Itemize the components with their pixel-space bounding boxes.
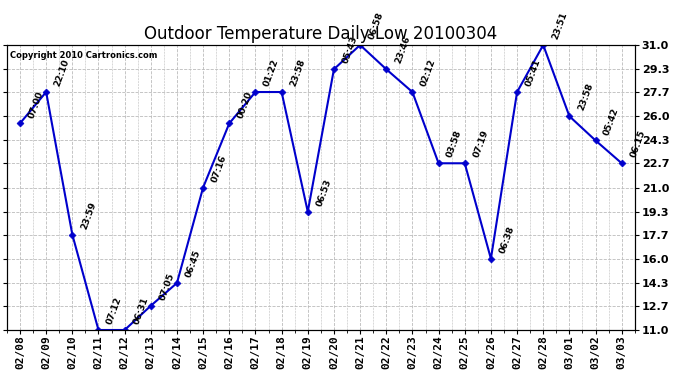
Text: 01:22: 01:22 — [262, 58, 281, 88]
Text: 23:58: 23:58 — [288, 58, 307, 88]
Text: 02:12: 02:12 — [420, 58, 437, 88]
Title: Outdoor Temperature Daily Low 20100304: Outdoor Temperature Daily Low 20100304 — [144, 26, 497, 44]
Text: 03:58: 03:58 — [446, 129, 464, 159]
Text: 06:15: 06:15 — [629, 129, 647, 159]
Text: 07:19: 07:19 — [472, 129, 490, 159]
Text: 07:05: 07:05 — [158, 272, 176, 302]
Text: Copyright 2010 Cartronics.com: Copyright 2010 Cartronics.com — [10, 51, 157, 60]
Text: 07:12: 07:12 — [106, 296, 124, 326]
Text: 23:59: 23:59 — [79, 200, 97, 230]
Text: 06:45: 06:45 — [184, 249, 202, 279]
Text: 23:46: 23:46 — [393, 35, 411, 65]
Text: 06:38: 06:38 — [498, 225, 516, 255]
Text: 05:41: 05:41 — [524, 58, 542, 88]
Text: 06:31: 06:31 — [132, 296, 150, 326]
Text: 23:58: 23:58 — [576, 82, 595, 112]
Text: 05:43: 05:43 — [341, 35, 359, 65]
Text: 07:00: 07:00 — [27, 90, 45, 119]
Text: 06:53: 06:53 — [315, 178, 333, 207]
Text: 07:16: 07:16 — [210, 153, 228, 183]
Text: 22:10: 22:10 — [53, 58, 71, 88]
Text: 05:42: 05:42 — [602, 106, 621, 136]
Text: 23:51: 23:51 — [550, 11, 569, 41]
Text: 00:20: 00:20 — [236, 90, 255, 119]
Text: 06:58: 06:58 — [367, 11, 385, 41]
